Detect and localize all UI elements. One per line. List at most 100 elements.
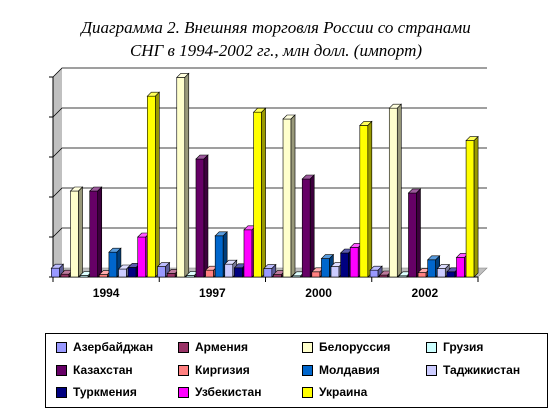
bar-front <box>89 190 99 278</box>
bar <box>252 107 267 278</box>
bar-front <box>369 269 379 278</box>
bar-front <box>263 268 273 278</box>
legend-item: Казахстан <box>56 363 133 377</box>
legend-swatch <box>56 386 67 398</box>
x-tick-label: 1997 <box>199 286 226 300</box>
bar-front <box>340 252 349 278</box>
bar-front <box>99 274 108 278</box>
bar-front <box>330 266 340 278</box>
legend-swatch <box>178 364 189 376</box>
legend-label: Азербайджан <box>73 340 154 354</box>
bar-side <box>78 186 83 278</box>
legend-item: Узбекистан <box>178 385 261 399</box>
legend-swatch <box>56 341 67 353</box>
bar-front <box>195 158 205 278</box>
bar-front <box>243 229 253 278</box>
bar-front <box>157 266 166 278</box>
chart-title: Диаграмма 2. Внешняя торговля России со … <box>81 18 471 37</box>
x-tick-label: 1994 <box>93 286 120 300</box>
bar-front <box>214 235 224 278</box>
bar-front <box>465 140 475 278</box>
bar-front <box>205 269 214 278</box>
bar-front <box>417 272 427 278</box>
bar-front <box>349 247 359 278</box>
legend-swatch <box>302 341 313 353</box>
bar-front <box>359 125 369 278</box>
bar-front <box>234 267 243 278</box>
gridline <box>52 187 487 198</box>
bar-front <box>427 259 436 278</box>
legend-swatch <box>178 386 189 398</box>
legend-swatch <box>426 341 437 353</box>
bar <box>195 154 209 278</box>
legend-label: Киргизия <box>195 363 250 377</box>
bar-side <box>261 107 266 278</box>
legend-label: Узбекистан <box>195 385 262 399</box>
bar-side <box>155 91 160 278</box>
chart-legend: Азербайджан Армения Белоруссия Грузия Казахс… <box>45 333 548 408</box>
bar <box>301 174 315 278</box>
bar-side <box>203 154 209 278</box>
bar <box>176 72 190 278</box>
legend-label: Молдавия <box>319 363 380 377</box>
bar-front <box>166 273 176 278</box>
bar-front <box>147 95 156 278</box>
bar-side <box>396 103 402 278</box>
bar-front <box>282 118 292 278</box>
legend-item: Белоруссия <box>302 340 390 354</box>
legend-swatch <box>302 364 313 376</box>
bar-front <box>273 274 282 278</box>
legend-swatch <box>178 341 189 353</box>
bar-front <box>60 273 70 278</box>
bar <box>69 186 84 278</box>
legend-label: Армения <box>195 340 249 354</box>
bar-front <box>51 267 60 278</box>
legend-item: Киргизия <box>178 363 250 377</box>
legend-swatch <box>426 364 437 376</box>
bar <box>388 103 402 278</box>
bar-front <box>118 268 127 278</box>
legend-label: Грузия <box>443 340 484 354</box>
bar-front <box>408 192 417 278</box>
gridline <box>52 67 487 78</box>
legend-item: Туркмения <box>56 385 137 399</box>
x-tick-label: 2000 <box>305 286 332 300</box>
bar-side <box>290 114 296 278</box>
bar <box>89 186 103 278</box>
bar-front <box>224 263 234 278</box>
legend-item: Молдавия <box>302 363 380 377</box>
gridline <box>52 147 487 158</box>
bar-front <box>253 111 262 278</box>
bar-front <box>311 271 321 278</box>
legend-swatch <box>56 364 67 376</box>
chart-subtitle: СНГ в 1994-2002 гг., млн долл. (импорт) <box>129 41 423 60</box>
bar-front <box>137 236 147 278</box>
legend-swatch <box>302 386 313 398</box>
legend-label: Таджикистан <box>443 363 521 377</box>
legend-item: Грузия <box>426 340 483 354</box>
legend-item: Таджикистан <box>426 363 520 377</box>
legend-item: Армения <box>178 340 248 354</box>
bar-front <box>436 268 446 278</box>
bar <box>146 91 161 278</box>
legend-label: Казахстан <box>73 363 133 377</box>
bar-front <box>456 257 465 278</box>
bar-front <box>127 267 137 278</box>
bar-front <box>446 271 456 278</box>
plot-side-wall <box>53 68 62 277</box>
gridline <box>52 107 487 118</box>
bar-side <box>367 120 373 278</box>
bar-front <box>70 190 79 278</box>
legend-item: Азербайджан <box>56 340 153 354</box>
bar-front <box>388 107 398 278</box>
bar-side <box>309 174 315 278</box>
x-tick-label: 2002 <box>412 286 439 300</box>
bar-front <box>301 178 311 278</box>
bar <box>407 188 422 278</box>
bar-side <box>97 186 103 278</box>
bar <box>465 135 479 278</box>
bar-chart-plot: 1994 1997 2000 2002 <box>49 67 488 300</box>
legend-label: Украина <box>319 385 368 399</box>
bar-front <box>108 251 118 278</box>
legend-item: Украина <box>302 385 367 399</box>
